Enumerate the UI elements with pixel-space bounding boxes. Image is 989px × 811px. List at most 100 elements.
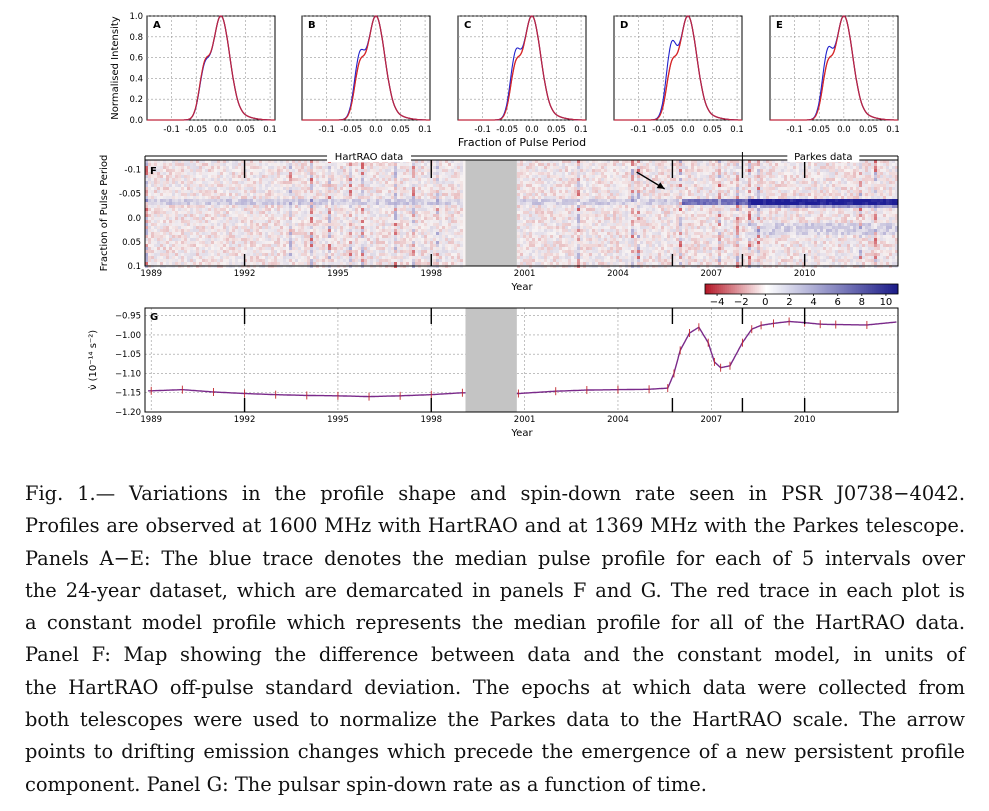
heatmap-cell xyxy=(238,199,241,202)
heatmap-cell xyxy=(184,163,187,166)
heatmap-cell xyxy=(520,193,523,196)
heatmap-cell xyxy=(154,184,157,187)
heatmap-cell xyxy=(595,172,598,175)
heatmap-cell xyxy=(172,187,175,190)
heatmap-cell xyxy=(211,187,214,190)
heatmap-cell xyxy=(187,172,190,175)
heatmap-cell xyxy=(595,247,598,250)
heatmap-cell xyxy=(250,247,253,250)
heatmap-cell xyxy=(223,220,226,223)
heatmap-cell xyxy=(307,235,310,238)
heatmap-cell xyxy=(211,208,214,211)
heatmap-cell xyxy=(265,199,268,202)
heatmap-cell xyxy=(457,217,460,220)
heatmap-cell xyxy=(529,217,532,220)
heatmap-cell xyxy=(361,256,364,259)
heatmap-cell xyxy=(208,244,211,247)
heatmap-cell xyxy=(145,211,148,214)
heatmap-cell xyxy=(442,244,445,247)
heatmap-cell xyxy=(148,247,151,250)
heatmap-cell xyxy=(199,226,202,229)
heatmap-cell xyxy=(334,223,337,226)
heatmap-cell xyxy=(406,253,409,256)
heatmap-cell xyxy=(403,214,406,217)
heatmap-cell xyxy=(244,229,247,232)
heatmap-cell xyxy=(343,181,346,184)
heatmap-cell xyxy=(412,250,415,253)
heatmap-cell xyxy=(541,220,544,223)
heatmap-cell xyxy=(370,163,373,166)
heatmap-cell xyxy=(178,172,181,175)
heatmap-cell xyxy=(181,187,184,190)
heatmap-cell xyxy=(340,256,343,259)
heatmap-cell xyxy=(310,181,313,184)
heatmap-cell xyxy=(436,256,439,259)
heatmap-cell xyxy=(217,253,220,256)
heatmap-cell xyxy=(379,247,382,250)
heatmap-cell xyxy=(535,199,538,202)
heatmap-cell xyxy=(334,214,337,217)
heatmap-cell xyxy=(322,169,325,172)
heatmap-cell xyxy=(154,199,157,202)
heatmap-cell xyxy=(169,247,172,250)
heatmap-cell xyxy=(160,247,163,250)
heatmap-cell xyxy=(172,181,175,184)
heatmap-cell xyxy=(277,214,280,217)
heatmap-cell xyxy=(268,178,271,181)
heatmap-cell xyxy=(325,193,328,196)
heatmap-cell xyxy=(376,223,379,226)
heatmap-cell xyxy=(301,256,304,259)
heatmap-cell xyxy=(364,238,367,241)
heatmap-cell xyxy=(367,253,370,256)
heatmap-cell xyxy=(421,196,424,199)
heatmap-cell xyxy=(439,238,442,241)
heatmap-cell xyxy=(550,196,553,199)
heatmap-cell xyxy=(406,241,409,244)
heatmap-cell xyxy=(568,166,571,169)
heatmap-cell xyxy=(190,199,193,202)
heatmap-cell xyxy=(307,169,310,172)
heatmap-cell xyxy=(589,193,592,196)
heatmap-cell xyxy=(310,193,313,196)
heatmap-cell xyxy=(190,166,193,169)
heatmap-cell xyxy=(169,220,172,223)
heatmap-cell xyxy=(544,211,547,214)
heatmap-cell xyxy=(172,175,175,178)
heatmap-cell xyxy=(184,175,187,178)
heatmap-cell xyxy=(544,253,547,256)
heatmap-cell xyxy=(400,250,403,253)
heatmap-cell xyxy=(571,223,574,226)
heatmap-cell xyxy=(340,187,343,190)
heatmap-cell xyxy=(163,175,166,178)
heatmap-cell xyxy=(421,250,424,253)
heatmap-cell xyxy=(304,259,307,262)
heatmap-cell xyxy=(571,259,574,262)
heatmap-cell xyxy=(214,178,217,181)
heatmap-cell xyxy=(385,181,388,184)
heatmap-cell xyxy=(436,244,439,247)
heatmap-cell xyxy=(328,169,331,172)
heatmap-cell xyxy=(580,223,583,226)
heatmap-cell xyxy=(316,163,319,166)
heatmap-cell xyxy=(460,172,463,175)
heatmap-cell xyxy=(169,208,172,211)
heatmap-cell xyxy=(244,169,247,172)
heatmap-cell xyxy=(517,214,520,217)
heatmap-cell xyxy=(550,211,553,214)
heatmap-cell xyxy=(370,175,373,178)
heatmap-cell xyxy=(313,238,316,241)
heatmap-cell xyxy=(346,220,349,223)
heatmap-cell xyxy=(301,250,304,253)
heatmap-cell xyxy=(406,196,409,199)
heatmap-cell xyxy=(580,211,583,214)
heatmap-cell xyxy=(172,196,175,199)
heatmap-cell xyxy=(358,262,361,265)
heatmap-cell xyxy=(430,211,433,214)
heatmap-cell xyxy=(172,235,175,238)
heatmap-cell xyxy=(385,196,388,199)
heatmap-cell xyxy=(292,205,295,208)
heatmap-cell xyxy=(577,205,580,208)
heatmap-cell xyxy=(520,238,523,241)
heatmap-cell xyxy=(604,169,607,172)
heatmap-cell xyxy=(532,184,535,187)
